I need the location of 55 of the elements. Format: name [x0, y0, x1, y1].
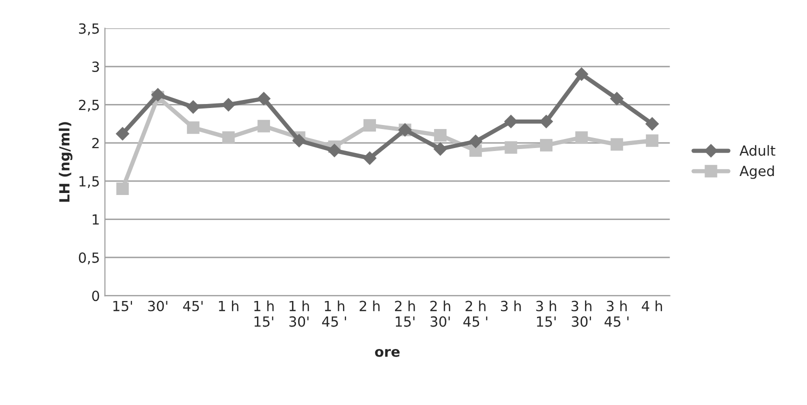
x-tick-label: 45' — [183, 300, 203, 312]
x-tick-label: 3 h — [500, 300, 521, 312]
x-tick-label: 2 h 30' — [430, 300, 450, 327]
point — [610, 92, 624, 106]
point — [645, 116, 660, 131]
point — [646, 134, 658, 147]
point — [539, 114, 554, 128]
point — [222, 131, 235, 144]
legend-label: Adult — [740, 145, 776, 156]
y-tick-label: 1,5 — [79, 176, 99, 188]
point — [540, 138, 552, 152]
point — [292, 134, 306, 148]
y-tick-label: 3,5 — [79, 23, 99, 36]
point — [504, 141, 518, 154]
point — [222, 98, 236, 112]
point — [433, 142, 448, 156]
x-axis-title: ore — [375, 348, 400, 357]
y-tick-label: 3 — [92, 62, 99, 72]
point — [574, 67, 588, 82]
legend-label: Aged — [740, 165, 774, 179]
y-tick-label: 2 — [92, 138, 99, 148]
x-tick-label: 1 h 15' — [254, 300, 274, 327]
point — [186, 121, 200, 134]
y-tick-label: 2,5 — [78, 100, 99, 112]
x-tick-label: 3 h 45 ' — [604, 300, 628, 327]
x-tick-label: 1 h 30' — [289, 300, 309, 327]
x-tick-label: 2 h 15' — [395, 300, 415, 327]
x-tick-label: 3 h 30' — [572, 300, 592, 327]
point — [328, 144, 342, 158]
point — [362, 151, 377, 166]
x-tick-label: 2 h — [360, 300, 380, 312]
point — [256, 92, 271, 106]
y-tick-label: 0 — [92, 290, 100, 302]
point — [575, 131, 588, 144]
point — [116, 182, 129, 195]
x-tick-label: 30' — [148, 300, 168, 312]
point — [150, 88, 165, 102]
point — [504, 114, 518, 128]
point — [469, 144, 482, 157]
x-tick-label: 4 h — [642, 300, 662, 312]
x-tick-label: 3 h 15' — [536, 300, 556, 327]
x-tick-label: 2 h 45 ' — [463, 300, 488, 327]
point — [468, 134, 482, 148]
point — [363, 119, 376, 132]
y-tick-label: 1 — [92, 214, 99, 225]
x-tick-label: 1 h — [218, 300, 238, 312]
point — [434, 129, 447, 142]
y-axis-title: LH (ng/ml) — [58, 122, 72, 202]
x-tick-label: 1 h 45 ' — [322, 300, 346, 327]
x-tick-label: 15' — [113, 300, 132, 312]
point — [610, 138, 624, 151]
point — [186, 100, 200, 114]
point — [116, 126, 130, 141]
y-tick-label: 0,5 — [78, 252, 99, 264]
point — [258, 120, 270, 132]
